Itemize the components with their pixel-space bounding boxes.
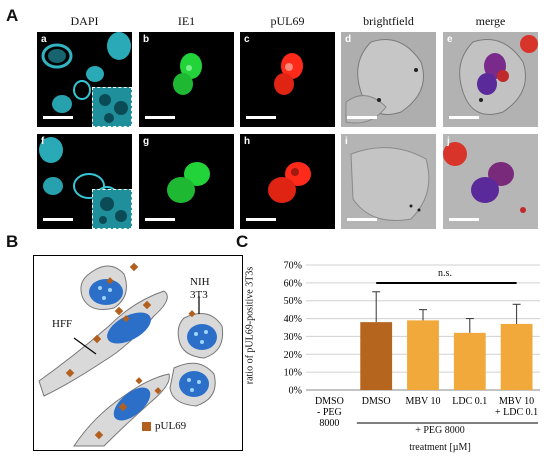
merge-image (443, 32, 538, 127)
channel-header-dapi: DAPI (70, 14, 99, 28)
cell-diagram-drawing (38, 262, 224, 447)
bar (360, 322, 393, 390)
image-tile-b-ie1: b (139, 32, 234, 127)
image-tile-i-brightfield: i (341, 134, 436, 229)
scale-bar (43, 116, 73, 119)
x-tick-label: DMSO (315, 396, 344, 407)
image-tile-a-dapi: a (37, 32, 132, 127)
tile-label: e (447, 34, 453, 45)
scale-bar (145, 218, 175, 221)
bar (500, 323, 533, 390)
y-tick-label: 40% (284, 314, 302, 325)
zoom-inset (92, 87, 132, 127)
merge-image (443, 134, 538, 229)
x-tick-label: - PEG (317, 407, 342, 418)
tile-label: a (41, 34, 47, 45)
scale-bar (246, 218, 276, 221)
brightfield-image (341, 32, 436, 127)
significance-label: n.s. (438, 268, 452, 279)
tile-label: f (41, 136, 45, 147)
channel-header-pul69: pUL69 (270, 14, 305, 28)
cell-diagram: HFF NIH 3T3 pUL69 (33, 255, 243, 451)
x-tick-label: DMSO (362, 396, 391, 407)
y-tick-label: 60% (284, 278, 302, 289)
channel-header-ie1: IE1 (177, 14, 196, 28)
channel-header-brightfield: brightfield (363, 14, 414, 28)
scale-bar (449, 116, 479, 119)
bar-chart: 0% 10% 20% 30% 40% 50% 60% 70% DMSO - PEG 8000 DMSO… (240, 250, 546, 456)
image-tile-f-dapi: f (37, 134, 132, 229)
y-tick-label: 30% (284, 332, 302, 343)
label-nih: NIH (190, 276, 210, 288)
y-tick-label: 50% (284, 296, 302, 307)
x-tick-label: MBV 10 (499, 396, 534, 407)
image-tile-d-brightfield: d (341, 32, 436, 127)
tile-label: d (345, 34, 352, 45)
peg-group-label: + PEG 8000 (415, 425, 465, 436)
image-tile-c-pul69: c (240, 32, 335, 127)
image-tile-e-merge: e (443, 32, 538, 127)
panel-label-a: A (6, 6, 19, 25)
zoom-inset (92, 189, 132, 229)
image-tile-h-pul69: h (240, 134, 335, 229)
bar (453, 332, 486, 390)
y-tick-label: 0% (289, 386, 302, 397)
tile-label: h (244, 136, 251, 147)
scale-bar (145, 116, 175, 119)
tile-label: j (447, 136, 450, 147)
scale-bar (347, 116, 377, 119)
image-tile-j-merge: j (443, 134, 538, 229)
x-tick-label: 8000 (319, 418, 339, 429)
y-tick-label: 10% (284, 368, 302, 379)
y-axis-label: ratio of pUL69-positive 3T3s (244, 266, 256, 385)
tile-label: g (143, 136, 150, 147)
panel-label-b: B (6, 232, 19, 251)
scale-bar (449, 218, 479, 221)
y-tick-label: 20% (284, 350, 302, 361)
tile-label: b (143, 34, 150, 45)
label-hff: HFF (52, 318, 73, 330)
channel-header-merge: merge (475, 14, 506, 28)
tile-label: c (244, 34, 250, 45)
pul69-signal-image (268, 162, 311, 203)
panel-label-c: C (236, 232, 249, 251)
ie1-signal-image (167, 162, 210, 203)
image-tile-g-ie1: g (139, 134, 234, 229)
scale-bar (43, 218, 73, 221)
bar-chart-svg: 0%10%20%30%40%50%60%70%DMSO- PEG8000DMSO… (284, 261, 540, 429)
y-tick-label: 70% (284, 261, 302, 272)
ie1-signal-image (173, 53, 202, 95)
x-tick-label: LDC 0.1 (452, 396, 487, 407)
brightfield-image (341, 134, 436, 229)
label-3t3: 3T3 (190, 289, 208, 301)
scale-bar (246, 116, 276, 119)
scale-bar (347, 218, 377, 221)
x-tick-label: + LDC 0.1 (495, 407, 538, 418)
x-tick-label: MBV 10 (405, 396, 440, 407)
dapi-nuclei-image (41, 32, 131, 113)
x-axis-label: treatment [µM] (409, 442, 471, 453)
tile-label: i (345, 136, 348, 147)
bar (407, 320, 439, 390)
legend-label-pul69: pUL69 (155, 420, 187, 432)
pul69-signal-image (274, 53, 303, 95)
